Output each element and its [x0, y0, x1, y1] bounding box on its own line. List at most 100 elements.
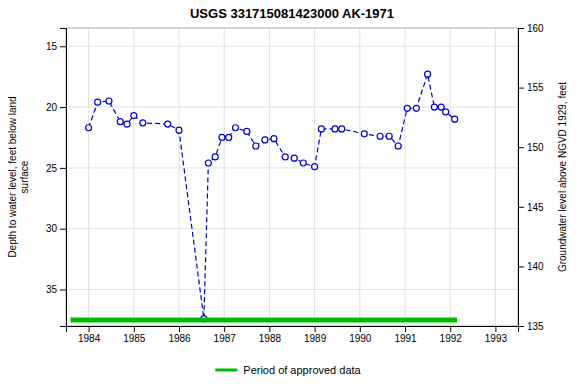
- tick: 1993: [485, 326, 508, 344]
- y-axis: 15 20 25 30 35: [46, 29, 67, 327]
- point: [395, 143, 401, 149]
- tick-mark: [60, 229, 66, 230]
- point: [339, 126, 345, 132]
- point: [140, 120, 146, 126]
- tick: 150: [518, 142, 544, 153]
- tick-label: 1988: [259, 333, 282, 344]
- tick: 155: [518, 82, 544, 93]
- axis-domain: [60, 29, 67, 327]
- tick-label: 1990: [349, 333, 372, 344]
- point: [332, 126, 338, 132]
- point: [377, 133, 383, 139]
- point: [413, 105, 419, 111]
- grid: [66, 28, 518, 326]
- x-axis: 1984 1985 1986 1987 1988 1989 1990 1991 1992 1993: [67, 326, 519, 344]
- point: [318, 126, 324, 132]
- grid-line-x: [179, 28, 180, 326]
- tick-label: 155: [527, 82, 544, 93]
- tick-label: 30: [46, 223, 58, 234]
- y2-axis: 135140145150155160: [518, 23, 544, 332]
- tick-mark: [518, 266, 524, 267]
- tick: 25: [46, 163, 66, 174]
- tick-label: 35: [46, 284, 58, 295]
- point: [312, 164, 318, 170]
- point: [291, 155, 297, 161]
- tick-mark: [224, 326, 225, 332]
- point: [165, 121, 171, 127]
- tick: 1985: [123, 326, 146, 344]
- tick: 1989: [304, 326, 327, 344]
- point: [212, 154, 218, 160]
- marks: [71, 71, 458, 321]
- tick-label: 1985: [123, 333, 146, 344]
- tick: 1991: [394, 326, 417, 344]
- approved-period-bar: [71, 317, 457, 322]
- grid-line-x: [269, 28, 270, 326]
- tick-label: 160: [527, 23, 544, 34]
- tick: 15: [46, 41, 66, 52]
- tick-mark: [360, 326, 361, 332]
- tick: 1986: [168, 326, 191, 344]
- plot: 1984 1985 1986 1987 1988 1989 1990 1991 1992 1993…: [7, 6, 568, 344]
- tick-mark: [269, 326, 270, 332]
- tick: 160: [518, 23, 544, 34]
- tick-label: 1989: [304, 333, 327, 344]
- tick-mark: [315, 326, 316, 332]
- point: [131, 113, 137, 119]
- points: [86, 71, 458, 321]
- series-line: [89, 74, 455, 318]
- grid-line-y: [66, 46, 518, 47]
- tick-mark: [60, 168, 66, 169]
- tick: 35: [46, 284, 66, 295]
- legend-swatch: [215, 369, 237, 372]
- tick-label: 150: [527, 142, 544, 153]
- grid-line-x: [495, 28, 496, 326]
- y-axis-label: Depth to water level, feet below landsur…: [7, 96, 30, 257]
- point: [425, 71, 431, 77]
- tick-mark: [179, 326, 180, 332]
- tick: 1988: [259, 326, 282, 344]
- point: [86, 125, 92, 131]
- chart: 1984 1985 1986 1987 1988 1989 1990 1991 1992 1993…: [0, 0, 576, 384]
- tick-mark: [60, 290, 66, 291]
- tick: 1987: [214, 326, 237, 344]
- tick: 1992: [440, 326, 463, 344]
- tick-mark: [60, 46, 66, 47]
- tick-mark: [134, 326, 135, 332]
- point: [404, 105, 410, 111]
- grid-line-x: [405, 28, 406, 326]
- grid-line-x: [88, 28, 89, 326]
- tick: 30: [46, 223, 66, 234]
- point: [117, 119, 123, 125]
- tick-label: 20: [46, 102, 58, 113]
- legend-item: Period of approved data: [215, 364, 361, 376]
- tick-mark: [60, 107, 66, 108]
- grid-line-y: [66, 107, 518, 108]
- point: [300, 160, 306, 166]
- tick-mark: [405, 326, 406, 332]
- tick-label: 145: [527, 202, 544, 213]
- point: [262, 137, 268, 143]
- tick-label: 1993: [485, 333, 508, 344]
- point: [219, 134, 225, 140]
- tick-mark: [518, 326, 524, 327]
- y2-axis-label: Groundwater level above NGVD 1929, feet: [557, 82, 568, 272]
- point: [124, 121, 130, 127]
- grid-line-x: [133, 28, 134, 326]
- point: [361, 131, 367, 137]
- tick-label: 1984: [78, 333, 101, 344]
- point: [244, 128, 250, 134]
- point: [452, 116, 458, 122]
- tick-mark: [495, 326, 496, 332]
- grid-line-x: [450, 28, 451, 326]
- tick-label: 15: [46, 41, 58, 52]
- tick-label: 140: [527, 261, 544, 272]
- point: [176, 127, 182, 133]
- point: [271, 136, 277, 142]
- tick-mark: [518, 207, 524, 208]
- point: [438, 104, 444, 110]
- tick-mark: [450, 326, 451, 332]
- point: [233, 125, 239, 131]
- tick-label: 1991: [394, 333, 417, 344]
- point: [282, 154, 288, 160]
